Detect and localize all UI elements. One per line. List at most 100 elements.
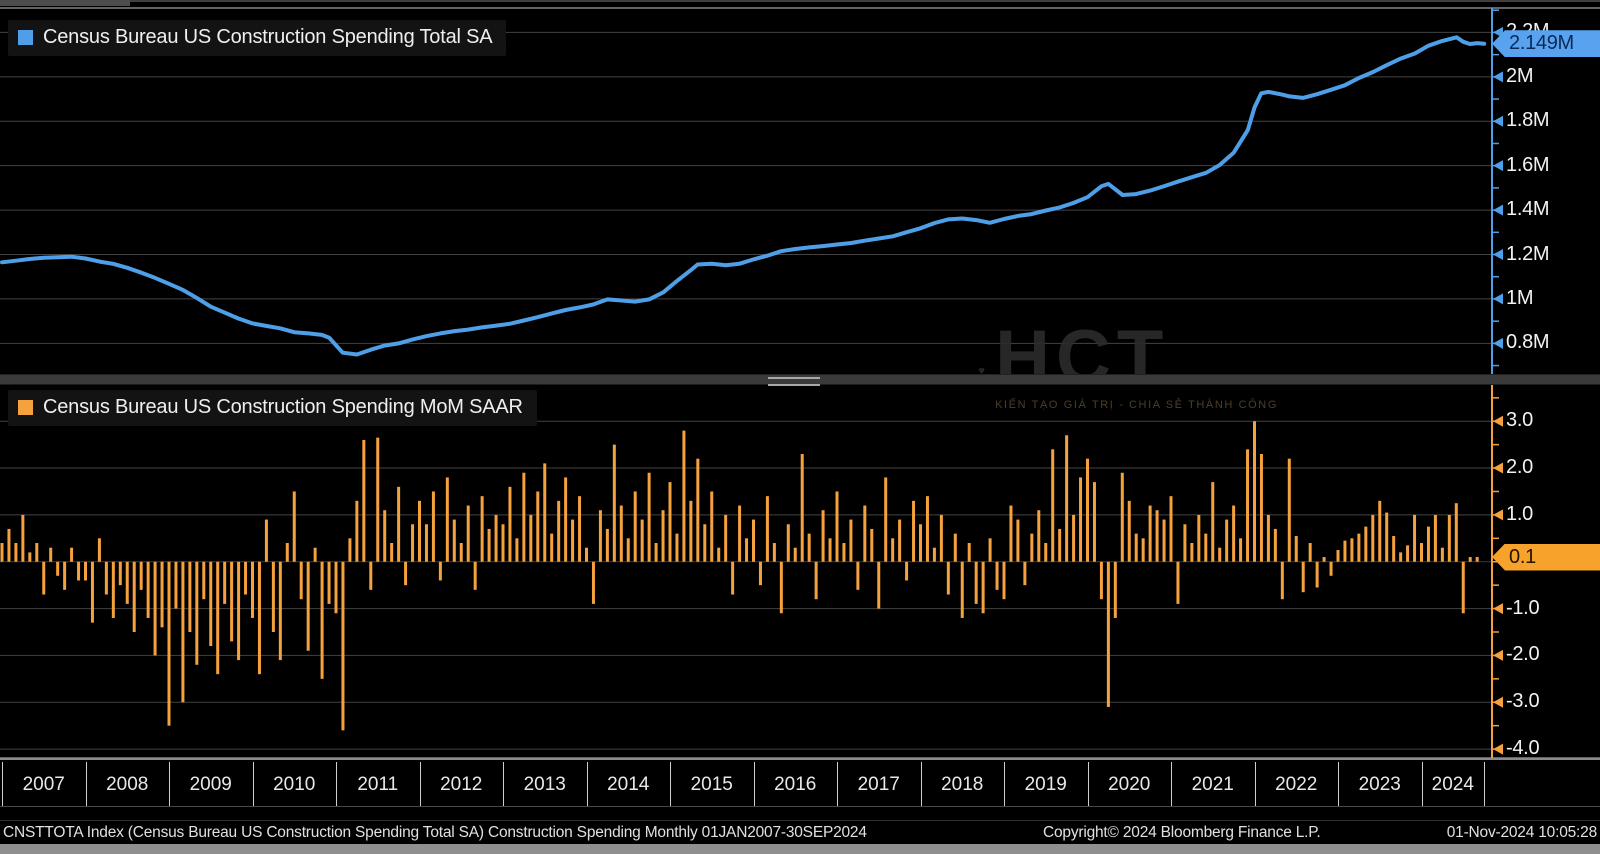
y-tick-label: 1.2M	[1506, 242, 1550, 265]
bar-mom-value	[1406, 545, 1410, 562]
bar-mom-value	[237, 561, 241, 661]
bar-mom-value	[1294, 535, 1298, 562]
y-tick-label: 1.8M	[1506, 109, 1550, 132]
bar-mom-value	[529, 514, 533, 562]
bar-mom-value	[578, 496, 582, 562]
bar-mom-value	[598, 510, 602, 562]
bar-mom-value	[591, 561, 595, 604]
bar-mom-value	[550, 533, 554, 562]
bar-mom-value	[202, 561, 206, 600]
bar-mom-value	[1461, 561, 1465, 614]
bar-mom-value	[1399, 552, 1403, 562]
bar-mom-value	[313, 547, 317, 562]
bar-mom-value	[543, 463, 547, 562]
bar-mom-value	[1002, 561, 1006, 600]
bar-mom-value	[230, 561, 234, 642]
bar-mom-value	[884, 477, 888, 562]
bar-mom-value	[758, 561, 762, 586]
bar-mom-value	[1371, 514, 1375, 562]
tick-arrow-icon	[1493, 743, 1503, 755]
legend-top-series[interactable]: Census Bureau US Construction Spending T…	[8, 20, 507, 56]
bar-mom-value	[424, 524, 428, 562]
year-label: 2007	[22, 774, 65, 795]
year-label: 2016	[774, 774, 817, 795]
bar-mom-value	[905, 561, 909, 581]
bar-mom-value	[487, 528, 491, 562]
bar-mom-value	[772, 543, 776, 562]
tick-arrow-icon	[1493, 115, 1503, 127]
bar-mom-value	[1079, 477, 1083, 562]
bar-mom-value	[104, 561, 108, 595]
legend-top-label: Census Bureau US Construction Spending T…	[43, 26, 493, 48]
bottom-plot-area[interactable]	[0, 383, 1492, 758]
bar-mom-value	[251, 561, 254, 618]
bar-mom-value	[745, 538, 749, 562]
bar-mom-value	[842, 543, 846, 562]
bar-mom-value	[1426, 526, 1430, 562]
bar-mom-value	[445, 477, 449, 562]
y-tick-label: 1.0	[1506, 502, 1533, 525]
bar-mom-value	[327, 561, 331, 604]
x-axis-year-band[interactable]: 2007 2008 2009 2010 2011 2012 2013 2014 2015 2016…	[0, 758, 1600, 808]
bar-mom-value	[167, 561, 171, 726]
bar-mom-value	[1364, 526, 1368, 562]
panel-divider[interactable]	[0, 374, 1600, 386]
legend-bottom-series[interactable]: Census Bureau US Construction Spending M…	[8, 390, 537, 426]
bar-mom-value	[181, 561, 185, 703]
y-tick-label: -2.0	[1506, 643, 1540, 666]
bar-mom-value	[1134, 533, 1138, 562]
bar-mom-value	[1385, 512, 1389, 562]
year-label: 2011	[357, 774, 399, 795]
bar-mom-value	[731, 561, 735, 595]
bar-mom-value	[418, 500, 421, 562]
bar-mom-value	[369, 561, 373, 590]
bar-mom-value	[626, 538, 630, 562]
bar-mom-value	[21, 514, 25, 562]
bar-mom-value	[355, 500, 359, 562]
bar-mom-value	[125, 561, 129, 604]
year-label: 2008	[106, 774, 149, 795]
year-separator	[920, 762, 922, 806]
bar-mom-value	[1440, 547, 1444, 562]
x-axis-underline	[0, 806, 1600, 807]
y-tick-label: -3.0	[1506, 690, 1540, 713]
bar-mom-value	[1315, 561, 1319, 588]
bar-mom-value	[501, 524, 505, 562]
bar-mom-value	[1266, 514, 1270, 562]
bar-mom-value	[42, 561, 46, 595]
bar-mom-value	[939, 514, 943, 562]
bar-mom-value	[195, 561, 199, 665]
year-label: 2013	[523, 774, 566, 795]
y-tick-label: -1.0	[1506, 596, 1540, 619]
year-separator	[2, 762, 3, 806]
bar-mom-value	[863, 505, 867, 562]
bar-mom-value	[1420, 543, 1423, 562]
panel-divider-handle-icon[interactable]	[768, 377, 820, 386]
bar-mom-value	[1259, 454, 1263, 562]
bar-mom-value	[1301, 561, 1305, 593]
bar-mom-value	[285, 543, 289, 562]
bar-mom-value	[1336, 550, 1340, 562]
bar-mom-value	[800, 454, 804, 562]
top-plot-area[interactable]	[0, 8, 1492, 374]
year-label: 2009	[189, 774, 232, 795]
bar-mom-value	[1392, 535, 1396, 562]
bar-mom-value	[139, 561, 143, 590]
year-label: 2010	[273, 774, 316, 795]
bar-mom-value	[90, 561, 94, 623]
bar-mom-value	[1127, 500, 1131, 562]
bar-mom-value	[1058, 528, 1062, 562]
bar-mom-value	[508, 486, 512, 562]
bar-mom-value	[912, 500, 916, 562]
bar-mom-value	[118, 561, 122, 586]
bar-mom-value	[1030, 533, 1034, 562]
bar-mom-value	[1072, 514, 1076, 562]
bar-mom-value	[807, 533, 811, 562]
tick-arrow-icon	[1493, 509, 1503, 521]
bar-mom-value	[320, 561, 324, 679]
bar-mom-value	[1169, 496, 1173, 562]
bar-mom-value	[1176, 561, 1180, 604]
bar-mom-value	[522, 472, 526, 562]
bar-mom-value	[752, 519, 755, 562]
